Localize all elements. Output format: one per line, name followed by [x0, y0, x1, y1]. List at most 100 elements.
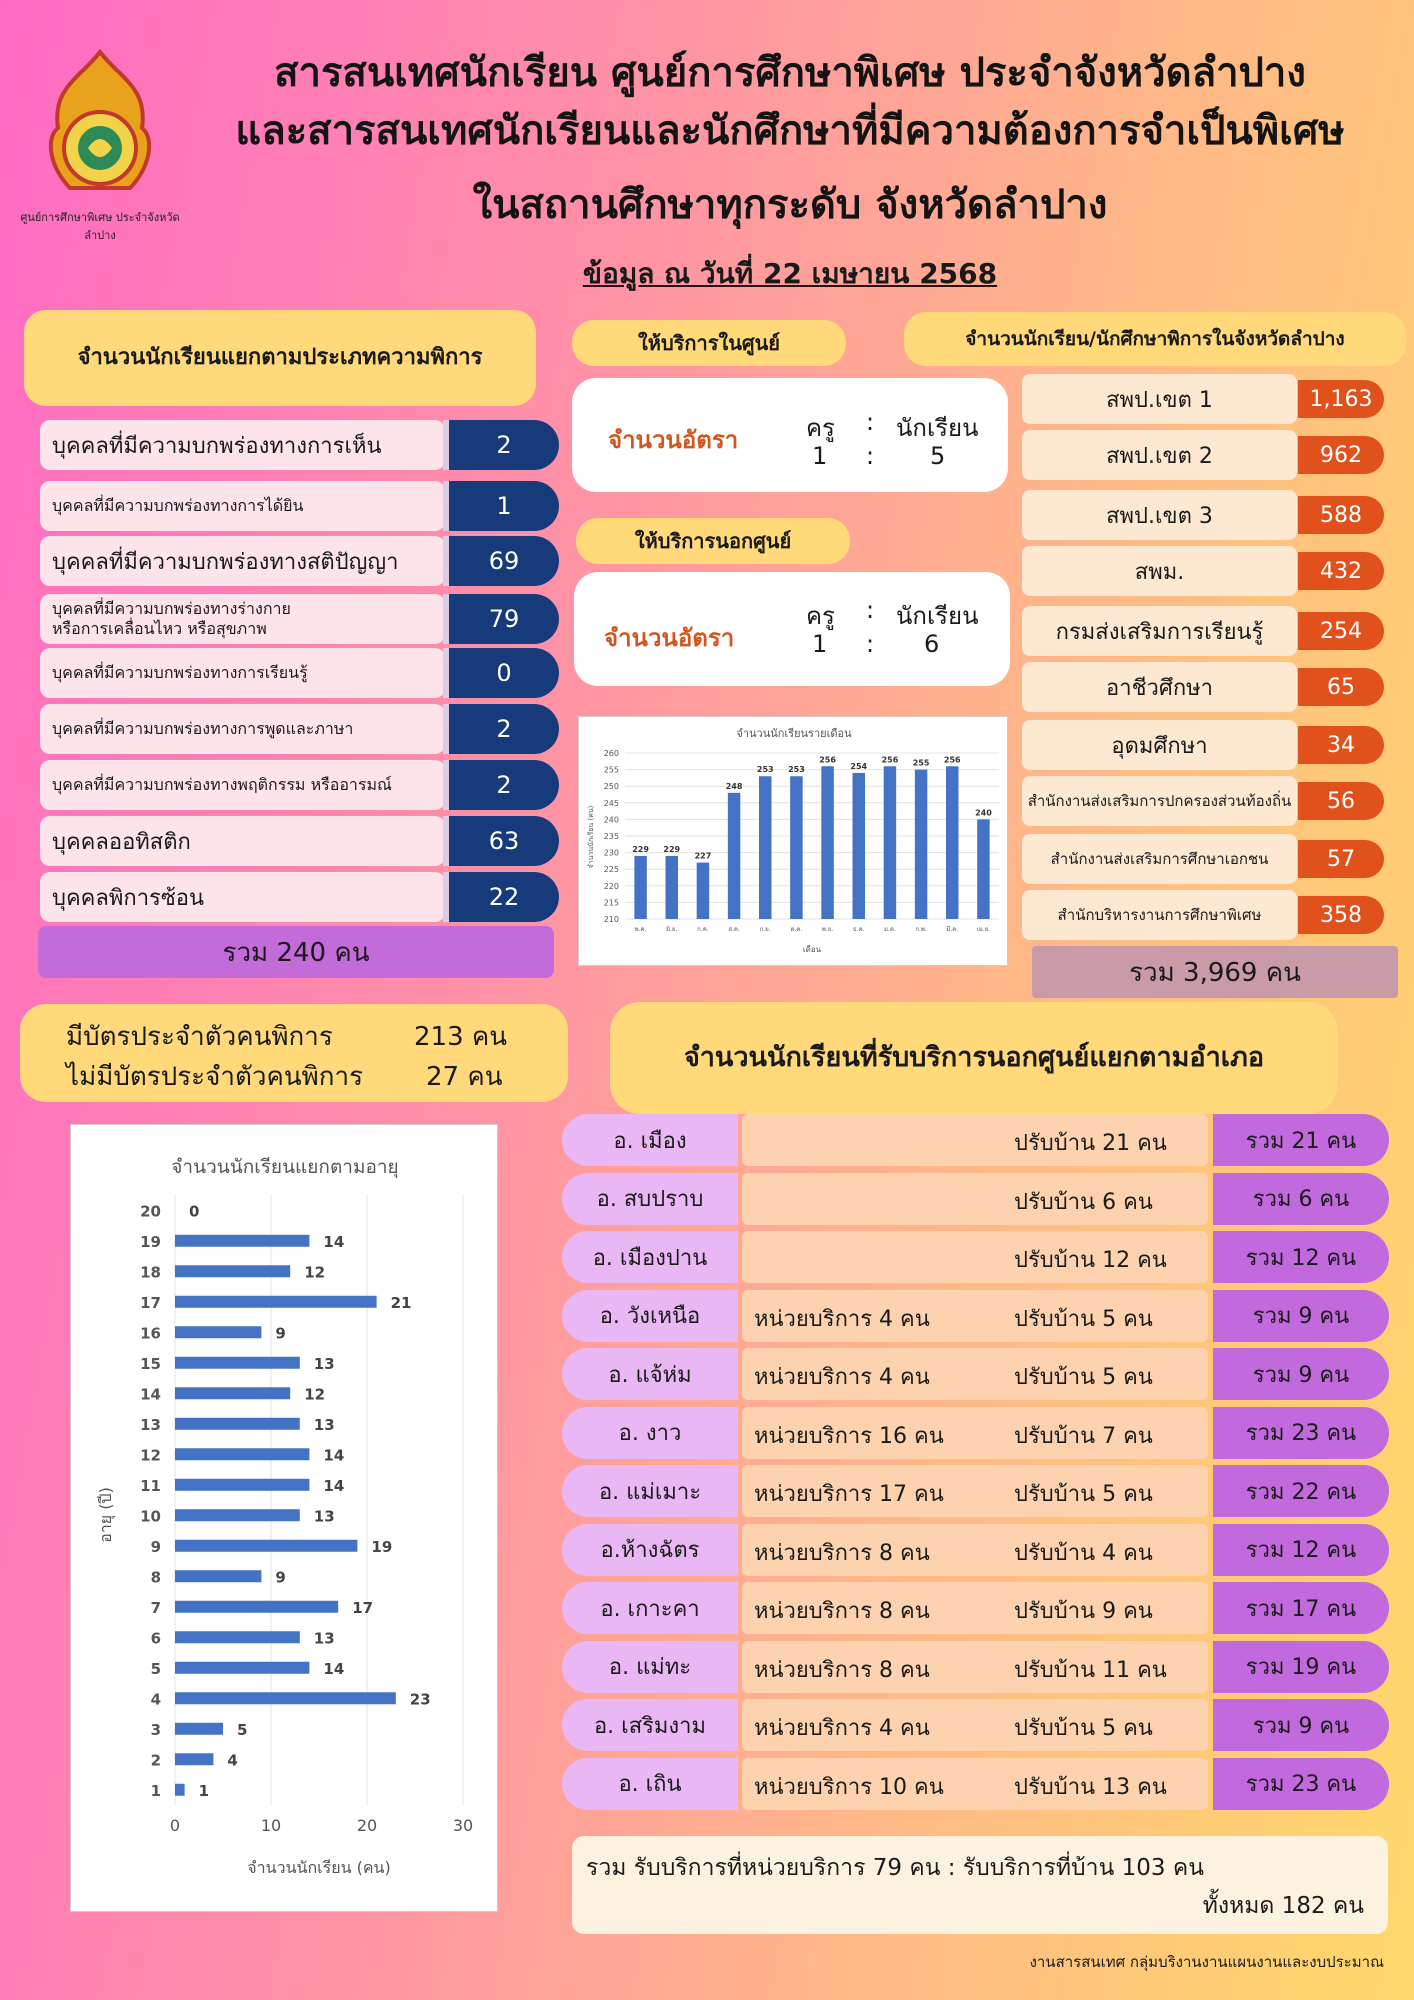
bar [175, 1387, 291, 1400]
disability-row-value: 2 [443, 420, 559, 470]
district-name: อ. แจ้ห่ม [562, 1348, 738, 1400]
data-label: 256 [819, 755, 836, 764]
without-card-value: 27 คน [426, 1062, 503, 1092]
district-detail: หน่วยบริการ 16 คน ปรับบ้าน 7 คน [742, 1406, 1208, 1459]
province-row-label: สำนักงานส่งเสริมการศึกษาเอกชน [1022, 834, 1297, 884]
province-row-label: สพป.เขต 1 [1022, 374, 1297, 424]
data-label: 13 [314, 1507, 335, 1525]
district-home-count: ปรับบ้าน 5 คน [1014, 1482, 1153, 1507]
y-tick-label: 4 [151, 1690, 161, 1708]
y-tick-label: 255 [604, 766, 619, 775]
province-row-value: 254 [1298, 612, 1384, 650]
x-axis-label: จำนวนนักเรียน (คน) [247, 1858, 390, 1877]
district-home-count: ปรับบ้าน 11 คน [1014, 1657, 1167, 1683]
data-label: 21 [391, 1294, 412, 1312]
data-label: 253 [757, 765, 774, 774]
with-card-value: 213 คน [414, 1022, 508, 1052]
district-detail: ปรับบ้าน 6 คน [742, 1172, 1208, 1225]
disability-row-value: 79 [443, 594, 559, 644]
disability-row-label: บุคคลออทิสติก [40, 816, 445, 866]
out-center-student-label: นักเรียน [896, 602, 979, 630]
data-label: 23 [410, 1690, 431, 1708]
y-tick-label: 11 [140, 1477, 161, 1495]
out-center-card: จำนวนอัตรา ครู : นักเรียน 1 : 6 [574, 572, 1010, 686]
province-row-value: 65 [1298, 668, 1384, 706]
x-tick-label: พ.ค. [635, 926, 647, 933]
province-row-value: 588 [1298, 496, 1384, 534]
disability-row-label: บุคคลพิการซ้อน [40, 872, 445, 922]
province-row-value: 358 [1298, 896, 1384, 934]
x-tick-label: ก.ย. [760, 926, 771, 933]
disability-row-label: บุคคลที่มีความบกพร่องทางการได้ยิน [40, 481, 445, 531]
in-center-card: จำนวนอัตรา ครู : นักเรียน 1 : 5 [572, 378, 1008, 492]
data-label: 0 [189, 1202, 199, 1220]
district-unit-count: หน่วยบริการ 4 คน [754, 1716, 930, 1741]
district-home-count: ปรับบ้าน 21 คน [1014, 1131, 1167, 1156]
disability-row-value: 0 [443, 648, 559, 698]
province-row-label: อาชีวศึกษา [1022, 662, 1297, 712]
bar [665, 855, 678, 919]
in-center-student-label: นักเรียน [896, 414, 979, 442]
in-center-colon: : [866, 408, 875, 436]
data-label: 12 [304, 1385, 325, 1403]
district-name: อ. เมืองปาน [562, 1231, 738, 1283]
disability-row-label: บุคคลที่มีความบกพร่องทางการเห็น [40, 420, 445, 470]
without-card-label: ไม่มีบัตรประจำตัวคนพิการ [66, 1062, 364, 1092]
y-tick-label: 2 [151, 1751, 161, 1769]
y-tick-label: 250 [604, 782, 619, 791]
district-detail: หน่วยบริการ 10 คน ปรับบ้าน 13 คน [742, 1757, 1208, 1810]
page-title-line3: ในสถานศึกษาทุกระดับ จังหวัดลำปาง [472, 182, 1108, 228]
x-axis-label: เดือน [803, 945, 822, 954]
disability-row-value: 69 [443, 536, 559, 586]
y-tick-label: 16 [140, 1324, 161, 1342]
y-tick-label: 235 [604, 832, 619, 841]
y-tick-label: 5 [151, 1660, 161, 1678]
disability-row-value: 2 [443, 760, 559, 810]
district-total: รวม 9 คน [1213, 1699, 1389, 1751]
district-total: รวม 21 คน [1213, 1114, 1389, 1166]
district-home-count: ปรับบ้าน 9 คน [1014, 1599, 1153, 1624]
in-center-ratio-label: จำนวนอัตรา [608, 426, 739, 454]
district-name: อ. แม่เมาะ [562, 1465, 738, 1517]
district-summary: รวม รับบริการที่หน่วยบริการ 79 คน : รับบ… [572, 1836, 1388, 1934]
province-row-label: สพป.เขต 3 [1022, 490, 1297, 540]
bar [175, 1417, 300, 1430]
y-tick-label: 260 [604, 749, 619, 758]
out-center-student-value: 6 [924, 630, 940, 658]
province-row-value: 1,163 [1298, 380, 1384, 418]
out-center-colon: : [866, 596, 875, 624]
out-center-colon-2: : [866, 630, 875, 658]
province-row-value: 57 [1298, 840, 1384, 878]
bar [175, 1661, 310, 1674]
bar [759, 776, 772, 919]
district-total: รวม 17 คน [1213, 1582, 1389, 1634]
district-total: รวม 9 คน [1213, 1289, 1389, 1342]
bar [175, 1753, 214, 1766]
district-detail: หน่วยบริการ 8 คน ปรับบ้าน 9 คน [742, 1582, 1208, 1634]
x-tick-label: มิ.ย. [666, 926, 677, 933]
logo-emblem-icon [48, 48, 152, 190]
bar [634, 855, 647, 919]
disability-row-label: บุคคลที่มีความบกพร่องทางพฤติกรรม หรืออาร… [40, 760, 445, 810]
district-unit-count: หน่วยบริการ 10 คน [754, 1774, 944, 1800]
x-tick-label: ม.ค. [884, 926, 896, 933]
district-home-count: ปรับบ้าน 12 คน [1014, 1248, 1167, 1273]
in-center-colon-2: : [866, 442, 875, 470]
district-summary-line2: ทั้งหมด 182 คน [1202, 1893, 1364, 1919]
monthly-chart: จำนวนนักเรียนรายเดือน 210 215 220 225 230 235 2… [578, 716, 1008, 966]
bar [175, 1783, 185, 1796]
province-row-label: สำนักบริหารงานการศึกษาพิเศษ [1022, 890, 1297, 940]
data-label: 17 [352, 1599, 373, 1617]
y-tick-label: 230 [604, 849, 619, 858]
bar [727, 792, 741, 919]
data-label: 13 [314, 1629, 335, 1647]
district-name: อ. เสริมงาม [562, 1699, 738, 1751]
y-axis-label: จำนวนนักเรียน (คน) [587, 805, 595, 868]
district-home-count: ปรับบ้าน 6 คน [1014, 1189, 1153, 1215]
x-tick-label: 10 [261, 1816, 281, 1835]
district-detail: หน่วยบริการ 17 คน ปรับบ้าน 5 คน [742, 1465, 1208, 1517]
in-center-teacher-label: ครู [806, 414, 835, 442]
x-tick-label: 30 [453, 1816, 473, 1835]
data-label: 1 [199, 1782, 209, 1800]
province-row-label: กรมส่งเสริมการเรียนรู้ [1022, 606, 1297, 656]
